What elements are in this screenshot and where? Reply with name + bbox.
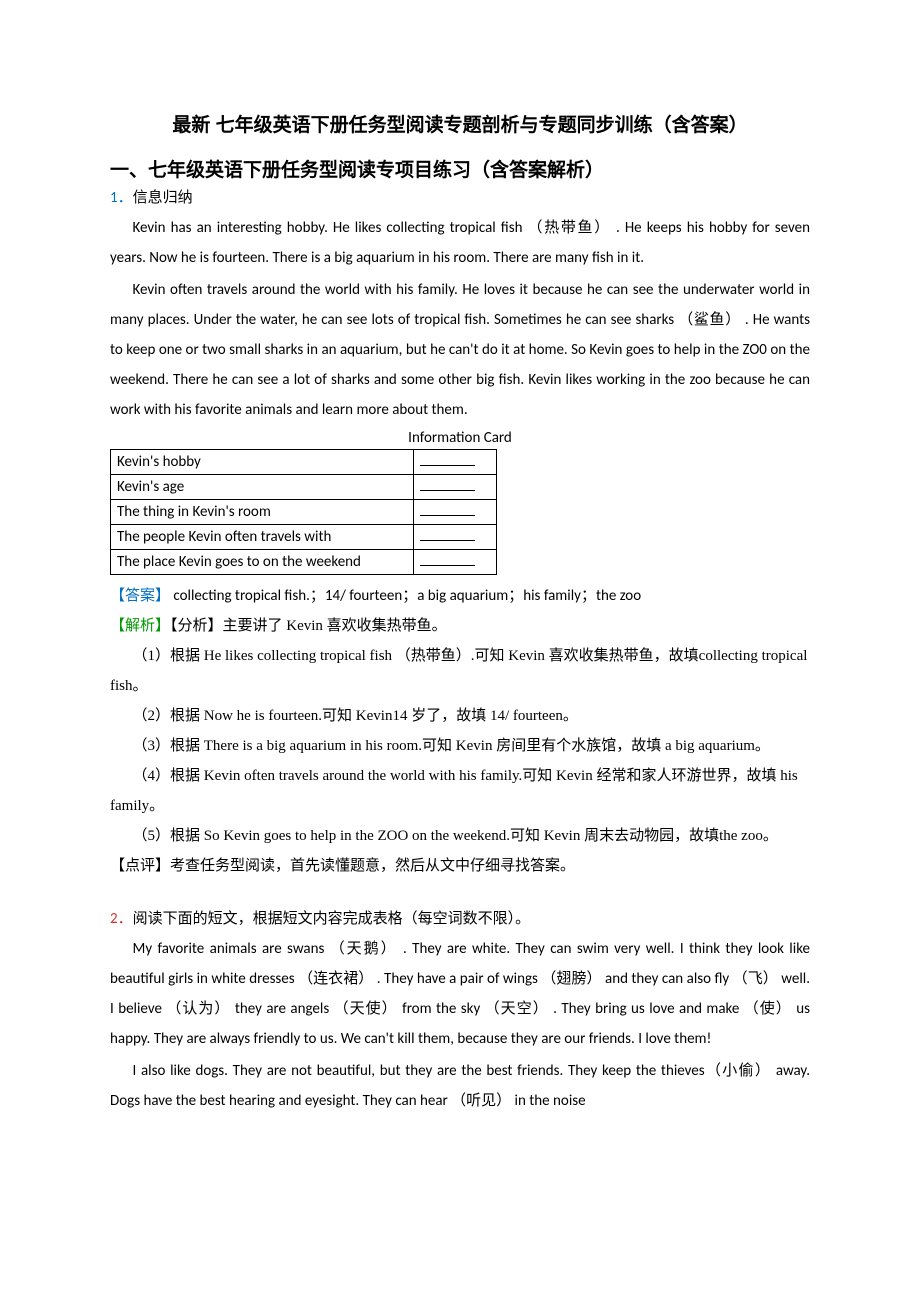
q1-p2: Kevin often travels around the world wit… bbox=[110, 275, 810, 425]
q1-answer-line: 【答案】 collecting tropical fish.；14/ fourt… bbox=[110, 581, 810, 611]
page: 最新 七年级英语下册任务型阅读专题剖析与专题同步训练（含答案） 一、七年级英语下… bbox=[0, 0, 920, 1302]
table-cell-blank bbox=[414, 550, 497, 575]
table-cell-blank bbox=[414, 500, 497, 525]
q1-analysis-4: （4）根据 Kevin often travels around the wor… bbox=[110, 761, 810, 821]
table-row: Kevin's age bbox=[111, 475, 497, 500]
blank-line bbox=[420, 503, 475, 516]
q1-answer-text: collecting tropical fish.；14/ fourteen；a… bbox=[170, 587, 641, 605]
q1-label: 1．信息归纳 bbox=[110, 186, 810, 207]
section-heading: 一、七年级英语下册任务型阅读专项目练习（含答案解析） bbox=[110, 155, 810, 182]
analysis-tag: 【解析】 bbox=[110, 618, 170, 634]
blank-line bbox=[420, 528, 475, 541]
table-row: The people Kevin often travels with bbox=[111, 525, 497, 550]
blank-line bbox=[420, 553, 475, 566]
q1-label-text: 信息归纳 bbox=[133, 190, 193, 206]
q2-p2: I also like dogs. They are not beautiful… bbox=[110, 1056, 810, 1116]
q1-analysis-3: （3）根据 There is a big aquarium in his roo… bbox=[110, 731, 810, 761]
q2-label: 2．阅读下面的短文，根据短文内容完成表格（每空词数不限）。 bbox=[110, 907, 810, 928]
q1-answer-block: 【答案】 collecting tropical fish.；14/ fourt… bbox=[110, 581, 810, 881]
q1-analysis-intro: 【解析】【分析】主要讲了 Kevin 喜欢收集热带鱼。 bbox=[110, 611, 810, 641]
q1-analysis-intro-text: 【分析】主要讲了 Kevin 喜欢收集热带鱼。 bbox=[170, 618, 447, 634]
table-cell-label: The place Kevin goes to on the weekend bbox=[111, 550, 414, 575]
q2-number: 2． bbox=[110, 910, 133, 928]
q2-label-text: 阅读下面的短文，根据短文内容完成表格（每空词数不限）。 bbox=[133, 911, 531, 927]
table-row: Kevin's hobby bbox=[111, 450, 497, 475]
q1-p1: Kevin has an interesting hobby. He likes… bbox=[110, 213, 810, 273]
q1-analysis-5: （5）根据 So Kevin goes to help in the ZOO o… bbox=[110, 821, 810, 851]
blank-line bbox=[420, 453, 475, 466]
info-card-title: Information Card bbox=[110, 429, 810, 447]
info-card-table: Kevin's hobby Kevin's age The thing in K… bbox=[110, 449, 497, 575]
table-cell-label: The thing in Kevin's room bbox=[111, 500, 414, 525]
table-row: The thing in Kevin's room bbox=[111, 500, 497, 525]
q2-p1: My favorite animals are swans （天鹅） . The… bbox=[110, 934, 810, 1054]
blank-line bbox=[420, 478, 475, 491]
q1-analysis-1: （1）根据 He likes collecting tropical fish … bbox=[110, 641, 810, 701]
table-row: The place Kevin goes to on the weekend bbox=[111, 550, 497, 575]
answer-tag: 【答案】 bbox=[110, 588, 170, 604]
spacer bbox=[110, 881, 810, 907]
q2-passage: My favorite animals are swans （天鹅） . The… bbox=[110, 934, 810, 1116]
page-title: 最新 七年级英语下册任务型阅读专题剖析与专题同步训练（含答案） bbox=[110, 110, 810, 137]
table-cell-label: Kevin's hobby bbox=[111, 450, 414, 475]
q1-passage: Kevin has an interesting hobby. He likes… bbox=[110, 213, 810, 425]
table-cell-blank bbox=[414, 475, 497, 500]
q1-comment: 【点评】考查任务型阅读，首先读懂题意，然后从文中仔细寻找答案。 bbox=[110, 851, 810, 881]
table-cell-label: The people Kevin often travels with bbox=[111, 525, 414, 550]
table-cell-blank bbox=[414, 450, 497, 475]
table-cell-label: Kevin's age bbox=[111, 475, 414, 500]
q1-number: 1． bbox=[110, 189, 133, 207]
table-cell-blank bbox=[414, 525, 497, 550]
q1-analysis-2: （2）根据 Now he is fourteen.可知 Kevin14 岁了，故… bbox=[110, 701, 810, 731]
